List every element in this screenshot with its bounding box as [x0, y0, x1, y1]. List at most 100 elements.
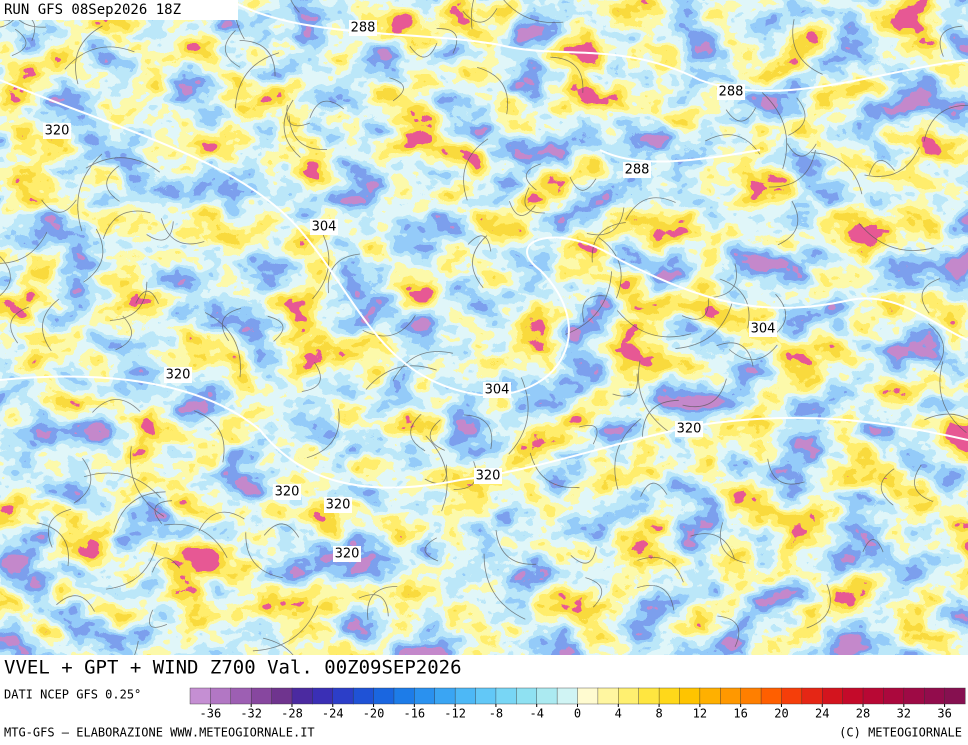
- streamline: [640, 482, 668, 497]
- streamline: [154, 500, 173, 524]
- streamline: [365, 365, 437, 390]
- streamline: [453, 461, 477, 490]
- streamline: [0, 231, 48, 264]
- header-box: [0, 0, 238, 20]
- streamline: [193, 410, 225, 463]
- streamline: [463, 414, 493, 450]
- streamline: [113, 491, 166, 533]
- colorbar-tick-label: 32: [897, 707, 911, 721]
- contour-label-bg: [623, 162, 651, 178]
- streamline: [476, 67, 508, 115]
- streamline: [135, 290, 159, 305]
- streamline: [637, 584, 675, 611]
- streamline: [569, 176, 597, 191]
- streamline: [586, 207, 625, 236]
- streamline: [245, 532, 283, 579]
- streamline: [690, 533, 735, 560]
- colorbar-tick-label: 12: [693, 707, 707, 721]
- colorbar-tick-label: 8: [655, 707, 662, 721]
- color-swatch: [189, 687, 211, 705]
- streamline: [106, 165, 120, 202]
- contour-label-bg: [474, 468, 502, 484]
- streamline: [301, 362, 321, 392]
- streamline: [288, 115, 328, 150]
- streamline: [221, 308, 242, 342]
- colorbar: -36 -32 -28 -24 -20 -16 -12 -8 -4 0 4 8 12 16 20 24 28 32…: [189, 687, 966, 721]
- streamline: [392, 351, 453, 381]
- streamline: [75, 25, 103, 85]
- contour-label: 304: [751, 322, 776, 337]
- streamline: [239, 40, 276, 77]
- contour-label-bg: [349, 20, 377, 36]
- streamline: [11, 28, 27, 56]
- colorbar-tick-label: -24: [322, 707, 344, 721]
- color-swatch: [618, 687, 640, 705]
- color-swatch: [577, 687, 599, 705]
- color-swatch: [210, 687, 232, 705]
- streamline: [509, 200, 536, 216]
- streamline: [939, 25, 963, 57]
- color-swatch: [944, 687, 966, 705]
- streamline: [483, 553, 526, 620]
- contour-label: 320: [677, 422, 702, 437]
- color-swatch: [495, 687, 517, 705]
- streamline: [64, 46, 135, 70]
- streamline: [625, 197, 676, 220]
- contour-label-bg: [717, 84, 745, 100]
- color-swatch: [862, 687, 884, 705]
- contour-label: 320: [335, 547, 360, 562]
- colorbar-tick-label: 4: [615, 707, 622, 721]
- color-swatch: [740, 687, 762, 705]
- streamline: [36, 522, 69, 567]
- streamline: [598, 237, 622, 299]
- streamline: [582, 295, 608, 323]
- streamline: [939, 361, 967, 434]
- streamline: [327, 253, 360, 294]
- streamline: [508, 377, 529, 455]
- streamline: [467, 235, 492, 252]
- color-swatch: [516, 687, 538, 705]
- colorbar-tick-label: -8: [489, 707, 503, 721]
- streamline: [637, 557, 684, 583]
- streamline: [151, 557, 181, 573]
- streamline: [503, 0, 564, 23]
- colorbar-tick-label: 28: [856, 707, 870, 721]
- streamline: [48, 508, 72, 548]
- streamline: [83, 472, 162, 499]
- color-swatch: [250, 687, 273, 705]
- streamline: [472, 235, 488, 288]
- contour-labels: 288 288 288 320 304 304 320 304 320 320 320 320 320: [43, 20, 777, 562]
- streamline: [862, 539, 884, 553]
- streamline: [83, 228, 104, 283]
- streamline: [115, 315, 132, 351]
- streamline: [675, 302, 733, 349]
- streamline: [717, 615, 740, 648]
- streamline: [204, 312, 241, 378]
- credit: MTG-GFS — ELABORAZIONE WWW.METEOGIORNALE…: [4, 726, 315, 740]
- streamline: [130, 446, 165, 517]
- streamline: [928, 323, 944, 373]
- streamline: [263, 523, 300, 538]
- color-swatch: [454, 687, 477, 705]
- streamline: [716, 342, 754, 367]
- contour-label: 304: [312, 220, 337, 235]
- colorbar-tick-label: -16: [403, 707, 425, 721]
- streamline: [470, 0, 475, 30]
- contour-label: 288: [625, 163, 650, 178]
- contour-label-bg: [675, 421, 703, 437]
- contour-label-bg: [483, 382, 511, 398]
- color-swatch: [393, 687, 415, 705]
- streamline: [786, 143, 817, 157]
- contour-label: 320: [275, 485, 300, 500]
- streamline: [788, 97, 806, 136]
- streamline: [309, 100, 344, 119]
- streamline: [768, 150, 816, 188]
- colorbar-tick-label: 20: [774, 707, 788, 721]
- streamline: [146, 221, 174, 241]
- color-swatch: [883, 687, 905, 705]
- streamline: [92, 399, 141, 413]
- streamline: [463, 138, 489, 201]
- contour-label: 288: [351, 21, 376, 36]
- color-swatch: [434, 687, 456, 705]
